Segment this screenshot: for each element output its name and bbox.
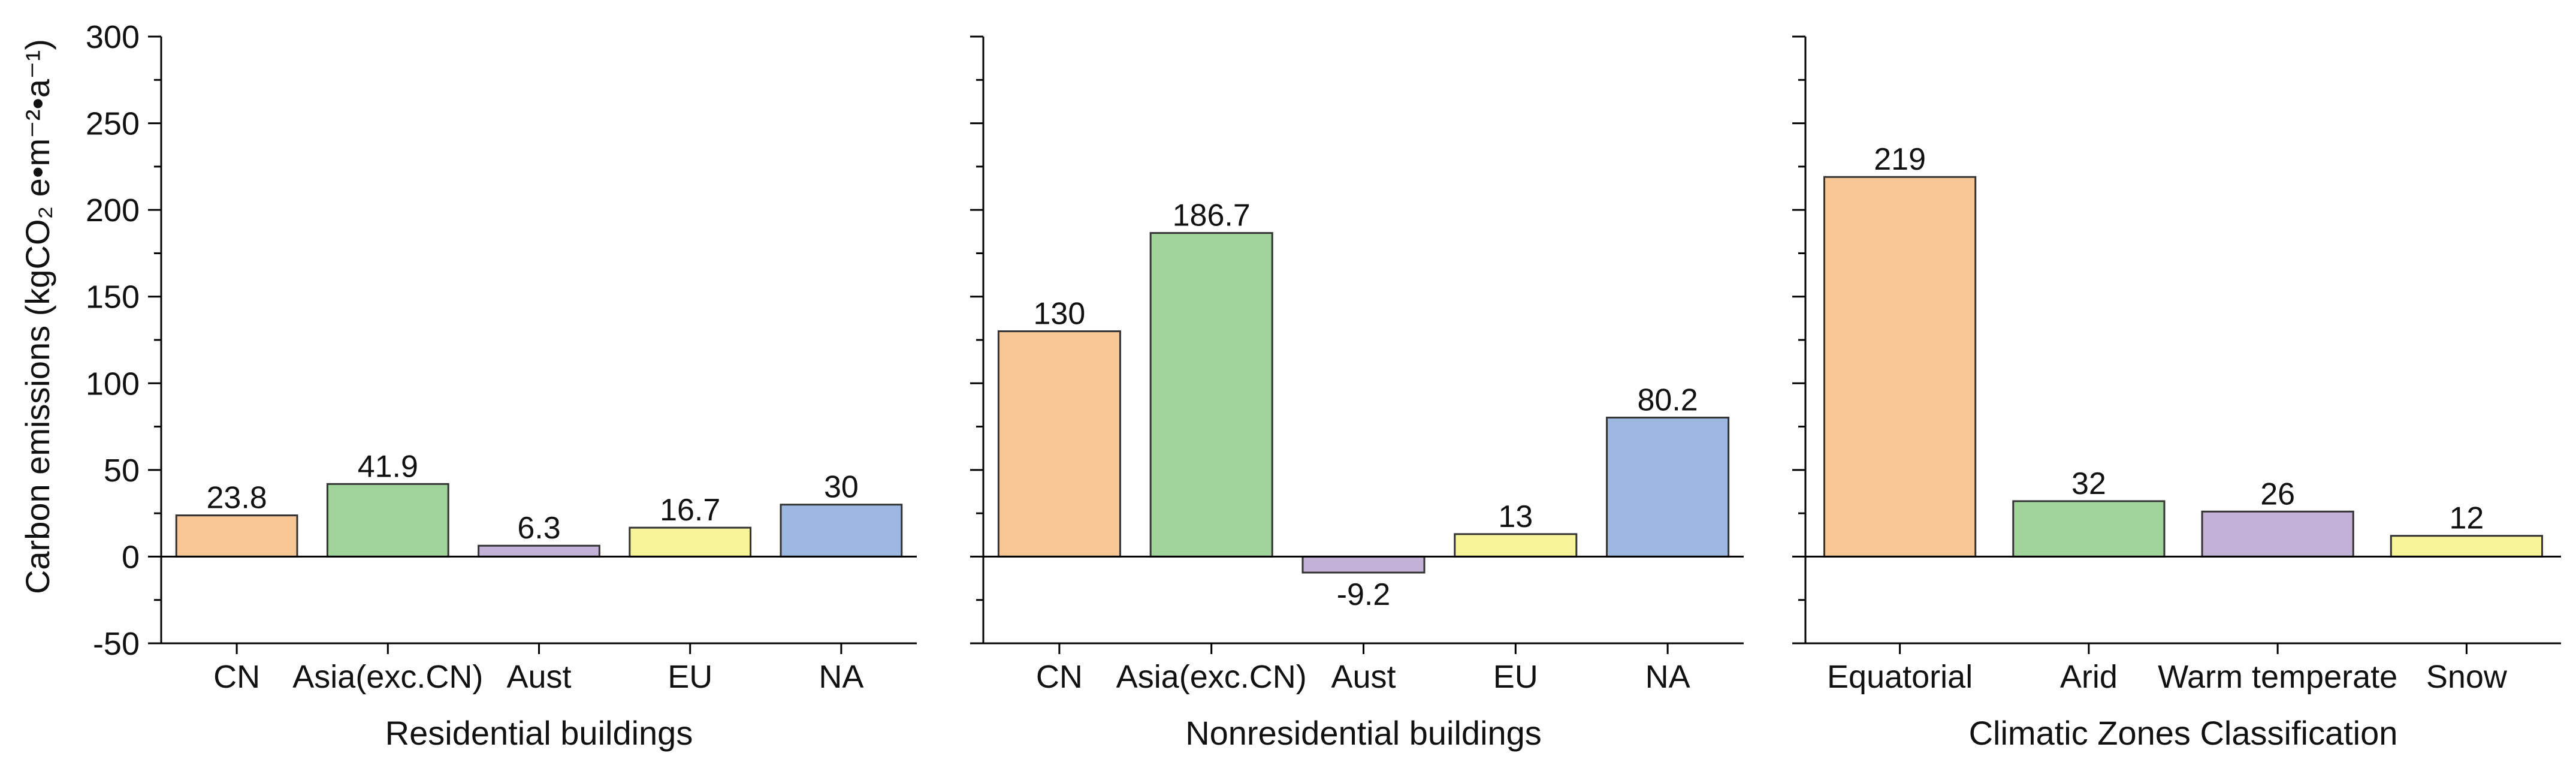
data-label: 23.8 (206, 481, 267, 516)
y-tick-label: 150 (86, 279, 140, 315)
bar-1-1 (175, 514, 298, 558)
x-tick-label: Snow (2426, 659, 2508, 695)
x-axis-title: Residential buildings (385, 714, 693, 752)
data-label: -9.2 (1337, 577, 1391, 612)
data-label: 130 (1034, 297, 1086, 332)
y-tick-label: 50 (104, 453, 140, 489)
x-tick-label: Equatorial (1827, 659, 1973, 695)
x-tick-label: Aust (506, 659, 571, 695)
bar-1-3 (478, 544, 600, 558)
bar-2-4 (1454, 533, 1578, 558)
data-label: 80.2 (1637, 383, 1698, 418)
x-axis-title: Nonresidential buildings (1185, 714, 1542, 752)
x-tick-label: EU (1493, 659, 1538, 695)
x-axis-title: Climatic Zones Classification (1969, 714, 2398, 752)
y-tick-label: 0 (122, 539, 140, 575)
bar-3-2 (2012, 500, 2166, 558)
bar-3-1 (1823, 176, 1977, 558)
data-label: 13 (1498, 499, 1533, 534)
x-tick-label: Warm temperate (2158, 659, 2397, 695)
data-label: 186.7 (1173, 198, 1251, 233)
data-label: 41.9 (358, 449, 418, 484)
panel-1: -50 0 50 100 150 200 250 300 23.8 CN 41.9 Asia(exc.… (86, 19, 917, 752)
y-tick-label: 250 (86, 106, 140, 142)
y-tick-label: 200 (86, 192, 140, 228)
panel-2: 130 CN 186.7 Asia(exc.CN) -9.2 Aust 13 EU 80.2 NA… (970, 35, 1744, 752)
y-tick-label: -50 (93, 626, 140, 662)
bar-1-2 (326, 483, 449, 558)
y-tick-label: 100 (86, 366, 140, 402)
data-label: 219 (1874, 142, 1926, 177)
bar-1-5 (780, 504, 903, 558)
data-label: 32 (2071, 466, 2106, 501)
x-tick-label: NA (819, 659, 863, 695)
x-tick-label: NA (1645, 659, 1690, 695)
x-tick-label: Aust (1331, 659, 1396, 695)
data-label: 6.3 (517, 511, 560, 546)
panel-3: 219 Equatorial 32 Arid 26 Warm temperate 12 Sno… (1792, 35, 2561, 752)
chart-panels: -50 0 50 100 150 200 250 300 23.8 CN 41.9 Asia(exc.… (86, 19, 2561, 752)
bar-2-2 (1149, 232, 1273, 558)
bar-1-4 (629, 526, 752, 558)
data-label: 16.7 (660, 493, 720, 528)
bar-3-3 (2201, 510, 2354, 558)
x-tick-label: Asia(exc.CN) (1116, 659, 1307, 695)
data-label: 30 (824, 470, 859, 505)
y-tick-label: 300 (86, 19, 140, 55)
bar-2-1 (997, 330, 1121, 558)
data-label: 12 (2449, 501, 2484, 536)
x-tick-label: Asia(exc.CN) (292, 659, 483, 695)
x-tick-label: EU (668, 659, 712, 695)
data-label: 26 (2260, 477, 2295, 511)
x-tick-label: CN (213, 659, 260, 695)
bar-2-3 (1301, 555, 1426, 574)
bar-2-5 (1606, 417, 1730, 558)
bar-3-4 (2390, 535, 2543, 558)
y-axis-label: Carbon emissions (kgCO₂ e•m⁻²•a⁻¹) (19, 39, 56, 594)
x-tick-label: CN (1036, 659, 1083, 695)
x-tick-label: Arid (2060, 659, 2118, 695)
